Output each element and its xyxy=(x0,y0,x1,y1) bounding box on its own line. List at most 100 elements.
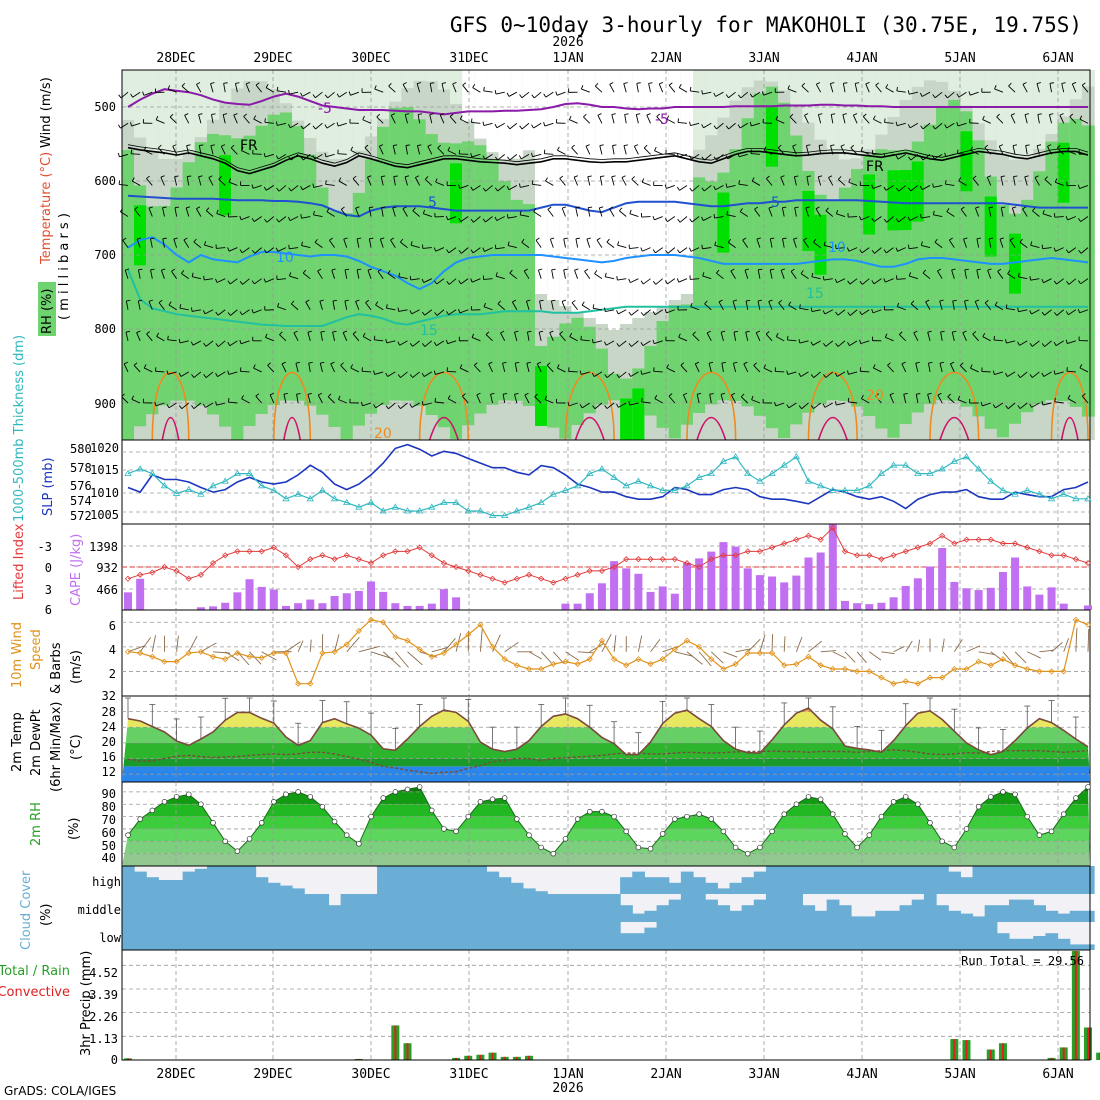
cape-bar xyxy=(634,573,643,610)
wind-barb-flag xyxy=(227,398,230,403)
cloud-high-bar xyxy=(826,866,840,894)
cloud-high-bar xyxy=(231,866,244,894)
wind-speed-point xyxy=(380,619,387,626)
lifted-index-point xyxy=(343,552,350,559)
wind-barb xyxy=(423,371,433,377)
rh-column-dry xyxy=(474,70,488,139)
wind-barb xyxy=(340,209,348,217)
wind-barb xyxy=(704,303,712,311)
wind-barbs-label: & Barbs xyxy=(49,642,64,694)
wind-barb-flag xyxy=(1036,82,1041,84)
wind-barb xyxy=(666,309,675,314)
wind-barb-flag xyxy=(932,210,935,215)
wind10m-barb xyxy=(735,648,752,653)
top-date-axis: 28DEC 29DEC 30DEC 31DEC 1JAN 2JAN 3JAN 4… xyxy=(156,51,1073,66)
cloud-high-bar xyxy=(802,866,816,894)
rh-column-moist xyxy=(279,112,293,401)
cloud-high-bar xyxy=(875,866,889,894)
wind-barb xyxy=(799,307,809,311)
wind-barb xyxy=(228,401,238,404)
wind-barb xyxy=(690,278,700,280)
rh-column-saturated xyxy=(960,131,974,192)
thickness-point xyxy=(367,498,375,506)
wind-barb xyxy=(216,278,226,283)
wind-barb-flag xyxy=(794,175,799,178)
wind-barb-flag xyxy=(239,215,242,220)
wind-barb xyxy=(355,207,360,217)
lifted-index-point xyxy=(671,556,678,563)
rh-point xyxy=(757,844,763,851)
wind-barb xyxy=(472,87,481,93)
thickness-point xyxy=(209,482,217,489)
wind-barb xyxy=(290,122,299,129)
wind-barb-flag xyxy=(806,144,811,147)
wind-barb-flag xyxy=(524,392,529,396)
rh-point xyxy=(927,820,933,826)
wind10m-barb xyxy=(1002,651,1015,665)
cloud-low-bar xyxy=(267,922,281,950)
rh-column-dry xyxy=(693,70,706,150)
isotherm-20 xyxy=(564,371,615,441)
cape-bar xyxy=(318,603,327,610)
wind-barb xyxy=(606,340,615,346)
wind-barb xyxy=(692,334,700,342)
wind-barb xyxy=(211,114,214,124)
cloud-low-bar xyxy=(364,922,378,950)
wind-speed-point xyxy=(137,649,144,657)
wind-barb xyxy=(179,307,189,311)
wind-barb-flag xyxy=(281,361,286,365)
wind-barb xyxy=(538,331,542,341)
pressure-tick: 900 xyxy=(94,397,116,411)
wind-barb-flag xyxy=(1061,82,1066,84)
cloud-middle-bar xyxy=(449,894,463,922)
wind-barb-flag xyxy=(749,93,753,98)
wind-barb-flag xyxy=(559,331,563,335)
wind-barb-flag xyxy=(318,392,323,396)
wind-speed-point xyxy=(525,665,533,673)
lifted-index-point xyxy=(137,571,144,578)
wind-barb-flag xyxy=(907,124,911,129)
wind-barb xyxy=(927,394,931,404)
wind-speed-point xyxy=(854,668,861,675)
wind-barbs xyxy=(117,82,1089,410)
wind-barb-flag xyxy=(794,206,799,209)
wind-barb xyxy=(776,336,785,342)
cloud-low-bar xyxy=(340,922,354,950)
wind-barb xyxy=(836,371,846,377)
wind10m-barb xyxy=(1027,651,1041,659)
cloud-middle-bar xyxy=(182,894,196,922)
slp-thickness-panel: 580 578 576 574 572 1020 1015 1010 1005 … xyxy=(12,335,1092,525)
wind-barb xyxy=(655,278,663,285)
wind-barb-flag xyxy=(690,302,693,307)
rh-point xyxy=(186,791,192,798)
wind-barb-flag xyxy=(628,311,632,316)
wind-barb-flag xyxy=(357,237,362,240)
thickness-point xyxy=(464,507,472,514)
wind-barb-flag xyxy=(131,395,134,400)
cloud-high-bar xyxy=(996,866,1010,894)
wind-barb xyxy=(561,207,566,217)
thickness-point xyxy=(379,507,387,514)
wind-barb xyxy=(327,91,335,99)
thickness-point xyxy=(962,453,971,460)
wind-barb xyxy=(815,84,822,93)
wind-barb-flag xyxy=(227,342,231,346)
wind-barb-flag xyxy=(227,370,230,375)
cape-bar xyxy=(719,542,728,610)
wind-barb-flag xyxy=(1041,311,1045,316)
isotherm-20 xyxy=(1050,372,1089,441)
wind-barb xyxy=(959,365,967,373)
wind10m-barb xyxy=(358,645,380,653)
wind-barb-flag xyxy=(860,146,864,151)
wind-barb-flag xyxy=(269,392,275,396)
rh-point xyxy=(283,791,289,798)
wind-barb xyxy=(995,402,1004,409)
wind-barb-flag xyxy=(766,175,770,179)
wind-speed-point xyxy=(756,649,763,657)
rh-point xyxy=(271,799,277,805)
wind-barb-flag xyxy=(447,146,451,151)
cloud-middle-bar xyxy=(1021,899,1034,922)
wind-barb xyxy=(975,207,980,217)
rh-point xyxy=(392,789,399,795)
wind-barb-flag xyxy=(364,144,369,149)
